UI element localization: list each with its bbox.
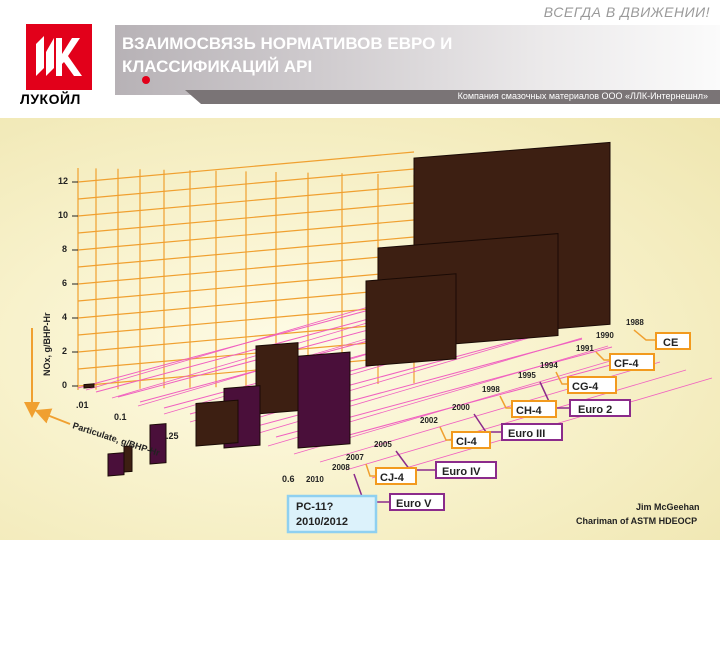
y-tick-label: 4 — [62, 312, 67, 322]
credit-title: Chariman of ASTM HDEOCP — [576, 516, 697, 526]
api-label: CH-4 — [516, 405, 543, 417]
bar-euro-iv — [149, 423, 167, 465]
bar-ch-4 — [255, 342, 299, 415]
title-banner — [115, 25, 720, 95]
bar-euro-2 — [297, 351, 351, 449]
grid-line — [77, 185, 415, 217]
api-label: CE — [663, 337, 678, 349]
year-label: 2002 — [420, 416, 438, 425]
x-axis-label: Particulate, g/BHP-Hr — [71, 420, 161, 458]
api-box-cj4 — [375, 467, 417, 485]
api-label: CF-4 — [614, 358, 639, 370]
y-tick-label: 2 — [62, 346, 67, 356]
grid-line — [77, 151, 415, 183]
euro-label: Euro V — [396, 498, 432, 510]
title-line-2: КЛАССИФИКАЦИЙ API — [122, 57, 313, 76]
chart-lower-area — [0, 574, 540, 658]
grid-line — [77, 355, 415, 387]
x-tick-label: .01 — [76, 400, 89, 410]
chart: 12 10 8 6 4 2 0 NOx, g/BHP-Hr .01 0.1 .2… — [24, 141, 713, 534]
year-label: 1988 — [626, 318, 644, 327]
chart-bars — [83, 141, 611, 477]
year-label: 1998 — [482, 385, 500, 394]
year-label: 1995 — [518, 371, 536, 380]
api-label: CJ-4 — [380, 472, 405, 484]
grid-line — [77, 236, 415, 268]
year-label: 2000 — [452, 403, 470, 412]
title-line-1: ВЗАИМОСВЯЗЬ НОРМАТИВОВ ЕВРО И — [122, 34, 453, 53]
euro-box-iii — [501, 423, 563, 441]
euro-box-2 — [569, 399, 631, 417]
floor-line — [215, 329, 557, 431]
grid-line — [77, 253, 415, 285]
euro-label: Euro 2 — [578, 404, 612, 416]
credit: Jim McGeehan Chariman of ASTM HDEOCP — [576, 502, 700, 526]
y-tick-label: 6 — [62, 278, 67, 288]
pc11-label-line2: 2010/2012 — [296, 516, 348, 528]
year-labels: 1988 1990 1991 1994 1995 1998 2000 2002 … — [306, 318, 644, 484]
lukoil-logo — [26, 24, 92, 90]
bar-euro-v — [107, 452, 125, 477]
floor-line — [345, 369, 687, 471]
year-label: 1991 — [576, 344, 594, 353]
euro-label: Euro III — [508, 428, 545, 440]
api-box-ch4 — [511, 400, 557, 418]
year-label: 2008 — [332, 463, 350, 472]
logo-text: ЛУКОЙЛ — [20, 91, 81, 107]
grid-line — [77, 202, 415, 234]
grid-line — [77, 168, 415, 200]
pc11-box — [286, 494, 378, 534]
floor-line — [293, 353, 635, 455]
category-boxes: CE CF-4 CG-4 Euro 2 CH-4 Euro III CI-4 E… — [286, 329, 691, 534]
bar-cg-4 — [365, 273, 457, 367]
grid-line — [77, 270, 415, 302]
x-tick-label: 0.6 — [282, 474, 295, 484]
year-label: 2007 — [346, 453, 364, 462]
slide-title: ВЗАИМОСВЯЗЬ НОРМАТИВОВ ЕВРО И КЛАССИФИКА… — [122, 32, 542, 78]
euro-box-v — [389, 493, 445, 511]
year-label: 1994 — [540, 361, 558, 370]
chart-background: 12 10 8 6 4 2 0 NOx, g/BHP-Hr .01 0.1 .2… — [0, 118, 720, 658]
year-label: 2010 — [306, 475, 324, 484]
api-box-cg4 — [567, 376, 617, 394]
y-tick-label: 0 — [62, 380, 67, 390]
year-label: 2005 — [374, 440, 392, 449]
slogan: ВСЕГДА В ДВИЖЕНИИ! — [543, 4, 710, 20]
api-label: CI-4 — [456, 436, 478, 448]
bar-cj-4 — [123, 445, 133, 473]
api-label: CG-4 — [572, 381, 599, 393]
grid-line — [77, 219, 415, 251]
company-bar: Компания смазочных материалов ООО «ЛЛК-И… — [185, 90, 720, 104]
lukoil-logo-mark-icon — [36, 36, 82, 76]
y-axis-label: NOx, g/BHP-Hr — [42, 312, 52, 376]
grid-line — [77, 321, 415, 353]
y-tick-label: 12 — [58, 176, 68, 186]
x-tick-label: .25 — [166, 431, 179, 441]
y-tick-label: 10 — [58, 210, 68, 220]
bar-ci-4 — [195, 399, 239, 447]
euro-box-iv — [435, 461, 497, 479]
year-label: 1990 — [596, 331, 614, 340]
bar-pc-11 — [83, 383, 95, 389]
api-box-ce — [655, 332, 691, 350]
y-tick-label: 8 — [62, 244, 67, 254]
credit-name: Jim McGeehan — [636, 502, 700, 512]
x-tick-label: 0.1 — [114, 412, 127, 422]
red-dot — [142, 76, 150, 84]
company-name: Компания смазочных материалов ООО «ЛЛК-И… — [457, 91, 708, 101]
floor-line — [307, 355, 645, 447]
grid-line — [77, 287, 415, 319]
api-box-ci4 — [451, 431, 491, 449]
pc11-label-line1: PC-11? — [296, 501, 334, 513]
slide-header: ЛУКОЙЛ ВСЕГДА В ДВИЖЕНИИ! ВЗАИМОСВЯЗЬ НО… — [0, 0, 720, 118]
api-box-cf4 — [609, 353, 655, 371]
euro-label: Euro IV — [442, 466, 481, 478]
chart-grid — [72, 151, 713, 479]
